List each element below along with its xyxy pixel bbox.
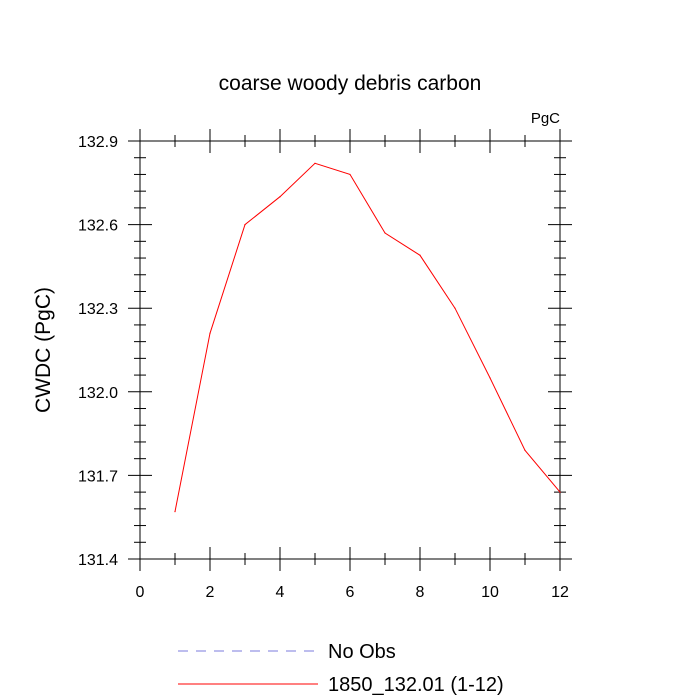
y-tick-label: 132.0 xyxy=(78,385,118,402)
data-point xyxy=(314,162,316,164)
y-tick-label: 131.4 xyxy=(78,552,118,569)
data-point xyxy=(209,332,211,334)
x-tick-label: 12 xyxy=(551,584,569,601)
chart-title: coarse woody debris carbon xyxy=(219,72,482,95)
legend-label-no-obs: No Obs xyxy=(328,641,396,663)
data-point xyxy=(489,377,491,379)
x-tick-label: 8 xyxy=(416,584,425,601)
data-point xyxy=(419,254,421,256)
data-point xyxy=(524,449,526,451)
data-point xyxy=(174,511,176,513)
data-point xyxy=(279,196,281,198)
y-axis-label: CWDC (PgC) xyxy=(32,287,55,413)
x-tick-label: 10 xyxy=(481,584,499,601)
y-tick-label: 132.6 xyxy=(78,218,118,235)
units-label: PgC xyxy=(531,110,560,127)
data-point xyxy=(349,173,351,176)
data-point xyxy=(244,224,246,226)
legend: No Obs 1850_132.01 (1-12) xyxy=(178,641,504,696)
legend-label-1850: 1850_132.01 (1-12) xyxy=(328,674,504,696)
x-tick-label: 0 xyxy=(136,584,145,601)
data-point xyxy=(454,307,456,309)
data-point xyxy=(384,232,386,234)
plot-frame xyxy=(139,140,561,560)
x-tick-label: 4 xyxy=(276,584,285,601)
series-lines xyxy=(174,162,561,513)
y-tick-label: 131.7 xyxy=(78,468,118,485)
x-tick-label: 2 xyxy=(206,584,215,601)
y-tick-label: 132.3 xyxy=(78,301,118,318)
y-tick-label: 132.9 xyxy=(78,134,118,151)
series-line-1 xyxy=(174,162,561,512)
x-tick-label: 6 xyxy=(346,584,355,601)
data-point xyxy=(559,491,561,493)
axis-ticks xyxy=(128,129,572,571)
axis-tick-labels: 0 2 4 6 8 10 12 131.4 131.7 132.0 132.3 132.6 132.9 xyxy=(78,134,569,601)
